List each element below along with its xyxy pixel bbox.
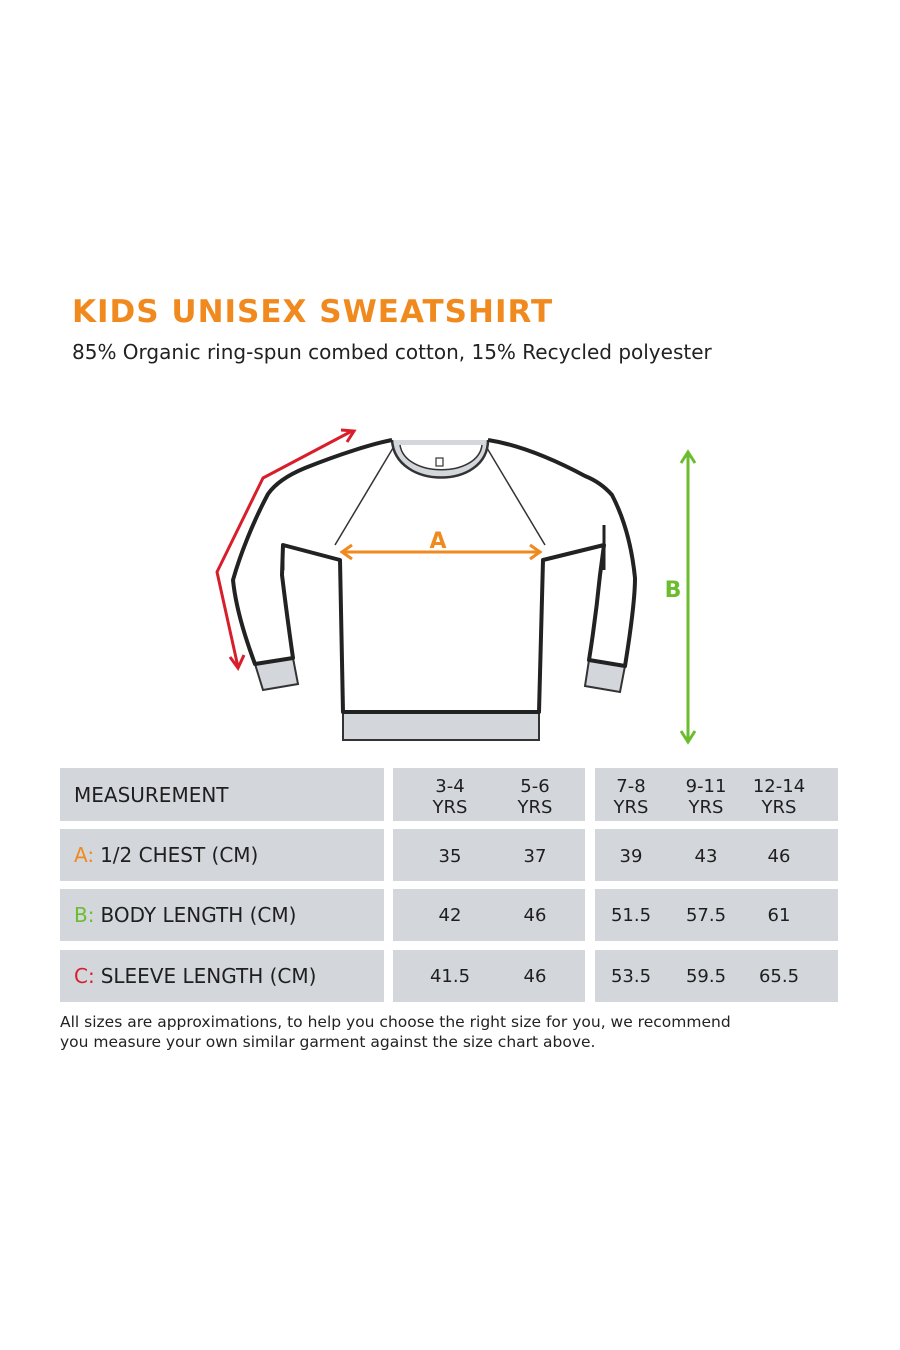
size-header: 5-6 YRS — [517, 776, 553, 818]
row-label: SLEEVE LENGTH (CM) — [100, 964, 317, 988]
sleeve-length-arrow — [215, 428, 357, 671]
header-group-1 — [393, 768, 585, 821]
table-cell: 46 — [523, 966, 547, 987]
table-cell: 37 — [523, 846, 547, 867]
row-letter: A: — [74, 843, 95, 867]
table-cell: 43 — [694, 846, 718, 867]
row-letter: B: — [74, 903, 95, 927]
size-header: 9-11 YRS — [685, 776, 727, 818]
fabric-composition: 85% Organic ring-spun combed cotton, 15%… — [72, 340, 712, 364]
table-cell: 57.5 — [685, 905, 727, 926]
table-cell: 39 — [619, 846, 643, 867]
table-cell: 59.5 — [685, 966, 727, 987]
table-cell: 41.5 — [429, 966, 471, 987]
neck-label — [435, 457, 444, 467]
row-group-1 — [393, 889, 585, 941]
table-cell: 51.5 — [610, 905, 652, 926]
measurement-header: MEASUREMENT — [74, 782, 229, 807]
table-row-label: C: SLEEVE LENGTH (CM) — [60, 950, 384, 1002]
size-disclaimer: All sizes are approximations, to help yo… — [60, 1012, 860, 1052]
size-header: 7-8 YRS — [613, 776, 649, 818]
row-group-1 — [393, 950, 585, 1002]
row-group-2 — [595, 950, 838, 1002]
row-label: 1/2 CHEST (CM) — [100, 843, 259, 867]
product-title: KIDS UNISEX SWEATSHIRT — [72, 294, 554, 330]
table-cell: 35 — [438, 846, 462, 867]
table-cell: 46 — [523, 905, 547, 926]
table-cell: 53.5 — [610, 966, 652, 987]
disclaimer-line-1: All sizes are approximations, to help yo… — [60, 1013, 731, 1031]
row-letter: C: — [74, 964, 95, 988]
size-header: 3-4 YRS — [432, 776, 468, 818]
chest-label: A — [429, 529, 446, 554]
sweatshirt-diagram: A B — [215, 428, 697, 745]
header-group-2 — [595, 768, 838, 821]
sweatshirt-outline — [231, 438, 637, 714]
size-header: 12-14 YRS — [752, 776, 806, 818]
table-cell: 61 — [767, 905, 791, 926]
row-label: BODY LENGTH (CM) — [100, 903, 297, 927]
body-length-arrow — [679, 449, 697, 745]
waistband — [342, 711, 540, 741]
row-group-1 — [393, 829, 585, 881]
disclaimer-line-2: you measure your own similar garment aga… — [60, 1033, 596, 1051]
table-row-label: A: 1/2 CHEST (CM) — [60, 829, 384, 881]
table-row-label: B: BODY LENGTH (CM) — [60, 889, 384, 941]
chest-arrow — [339, 543, 543, 561]
header-label-cell: MEASUREMENT — [60, 768, 384, 821]
body-length-label: B — [665, 578, 682, 603]
row-group-2 — [595, 829, 838, 881]
table-cell: 46 — [767, 846, 791, 867]
table-cell: 42 — [438, 905, 462, 926]
table-cell: 65.5 — [758, 966, 800, 987]
row-group-2 — [595, 889, 838, 941]
